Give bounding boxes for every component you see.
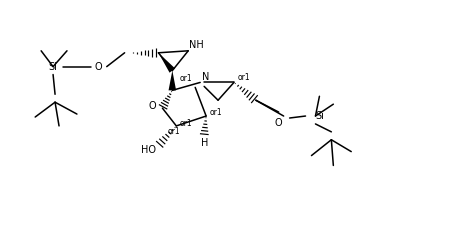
Text: O: O	[95, 62, 103, 72]
Text: Si: Si	[49, 62, 58, 72]
Text: or1: or1	[168, 127, 181, 136]
Text: O: O	[275, 118, 282, 128]
Text: or1: or1	[210, 108, 222, 117]
Polygon shape	[158, 53, 175, 73]
Text: or1: or1	[180, 74, 192, 83]
Text: N: N	[202, 71, 210, 81]
Text: or1: or1	[180, 119, 192, 129]
Text: O: O	[148, 101, 156, 111]
Text: HO: HO	[141, 145, 156, 155]
Text: or1: or1	[237, 73, 250, 82]
Polygon shape	[168, 71, 176, 90]
Text: H: H	[202, 138, 209, 148]
Text: NH: NH	[189, 40, 203, 50]
Text: Si: Si	[315, 111, 324, 121]
